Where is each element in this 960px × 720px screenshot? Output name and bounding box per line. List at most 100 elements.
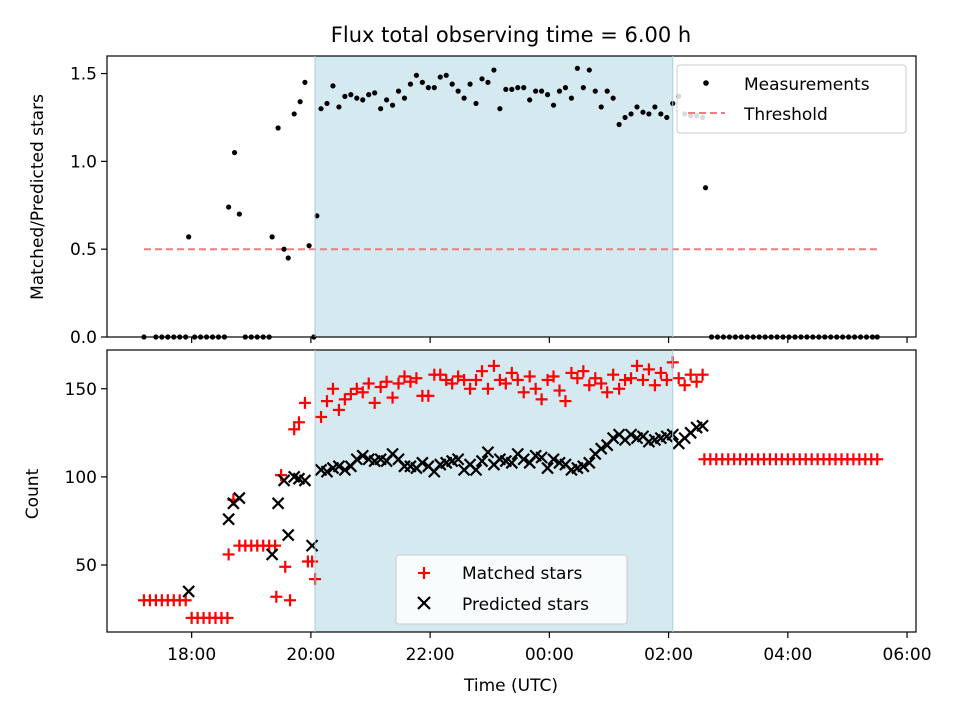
predicted-star-point <box>350 452 364 466</box>
chart-title: Flux total observing time = 6.00 h <box>331 23 691 47</box>
predicted-star-point <box>356 449 370 463</box>
measurement-point <box>664 114 670 121</box>
matched-star-point <box>269 539 282 552</box>
measurement-point <box>610 95 616 101</box>
predicted-star-point <box>469 463 483 477</box>
y-tick-label: 1.0 <box>70 152 97 172</box>
top-plot-frame <box>106 55 917 338</box>
matched-star-point <box>487 359 500 372</box>
predicted-star-point <box>332 460 346 473</box>
measurement-point <box>366 92 372 98</box>
measurement-point <box>622 114 628 121</box>
measurement-point <box>186 234 192 240</box>
measurement-point <box>336 104 342 110</box>
measurement-point <box>425 85 431 91</box>
measurement-point <box>527 97 533 103</box>
measurement-point <box>592 88 598 94</box>
measurement-point <box>302 79 308 85</box>
matched-star-point <box>470 373 483 386</box>
predicted-star-point <box>535 451 548 464</box>
measurement-point <box>497 106 503 112</box>
measurement-point <box>521 85 527 91</box>
observing-window-shade-top <box>315 56 673 337</box>
measurement-point <box>604 88 610 94</box>
matched-star-point <box>380 375 393 388</box>
measurement-point <box>226 204 232 210</box>
measurement-point <box>652 104 658 110</box>
measurement-point <box>342 93 348 99</box>
measurement-point <box>401 95 408 101</box>
bottom-legend: Matched stars Predicted stars <box>395 554 628 625</box>
matched-star-point <box>535 393 548 406</box>
measurement-point <box>568 95 575 101</box>
measurement-point <box>231 149 238 156</box>
measurement-point <box>509 86 515 92</box>
measurement-point <box>533 88 539 94</box>
measurement-point <box>515 85 521 91</box>
y-tick-label: 100 <box>65 468 97 488</box>
matched-star-point <box>601 386 614 399</box>
matched-star-point <box>332 403 345 416</box>
bottom-y-ticks: 50 100 150 <box>65 380 107 576</box>
predicted-star-point <box>277 474 291 487</box>
matched-star-point <box>660 373 673 386</box>
bottom-plot-frame <box>106 349 917 633</box>
matched-star-point <box>672 372 685 385</box>
matched-star-point <box>678 379 691 392</box>
predicted-star-point <box>416 456 429 470</box>
measurement-point <box>281 246 287 252</box>
legend-label-matched: Matched stars <box>462 564 582 584</box>
measurement-point <box>236 211 242 217</box>
measurement-point <box>503 86 509 92</box>
matched-star-point <box>481 382 494 395</box>
matched-star-point <box>221 611 234 624</box>
matched-star-point <box>288 423 301 436</box>
predicted-star-point <box>338 463 352 477</box>
x-tick-label: 22:00 <box>406 645 455 665</box>
matched-star-point <box>344 388 357 401</box>
legend-label-predicted: Predicted stars <box>462 595 589 615</box>
predicted-star-point <box>594 442 608 455</box>
measurement-point <box>467 81 473 87</box>
measurement-point <box>556 88 563 94</box>
measurement-point <box>330 83 336 89</box>
matched-star-point <box>284 594 297 607</box>
matched-star-point <box>475 365 488 378</box>
measurement-point <box>449 81 455 87</box>
matched-star-point <box>362 377 375 390</box>
measurement-point <box>616 121 622 128</box>
measurement-point <box>491 67 497 73</box>
legend-marker-measurements <box>703 80 709 86</box>
top-y-axis-label: Matched/Predicted stars <box>28 94 48 300</box>
measurement-point <box>297 99 303 105</box>
predicted-star-point <box>475 454 489 468</box>
matched-star-point <box>511 373 524 386</box>
measurement-point <box>291 111 297 117</box>
measurement-point <box>389 102 396 108</box>
predicted-star-point <box>265 548 279 561</box>
x-axis-label: Time (UTC) <box>463 676 558 696</box>
predicted-star-point <box>583 456 596 470</box>
matched-star-point <box>398 370 411 383</box>
matched-star-point <box>434 368 447 381</box>
measurement-point <box>574 65 580 71</box>
measurement-point <box>580 85 586 91</box>
matched-star-point <box>589 372 602 385</box>
measurement-point <box>702 185 709 191</box>
measurement-point <box>360 97 366 103</box>
measurement-point <box>324 100 330 107</box>
x-tick-label: 06:00 <box>883 645 932 665</box>
legend-label-threshold: Threshold <box>743 105 828 125</box>
predicted-star-point <box>481 445 495 459</box>
y-tick-label: 0.5 <box>70 240 97 260</box>
top-legend-box <box>676 64 907 134</box>
measurement-point <box>658 111 664 117</box>
x-tick-label: 02:00 <box>644 645 693 665</box>
predicted-star-point <box>305 539 319 552</box>
predicted-star-point <box>541 461 554 475</box>
measurement-point <box>646 111 652 117</box>
matched-star-point <box>315 410 328 423</box>
matched-star-point <box>648 379 661 392</box>
predicted-star-point <box>517 452 530 466</box>
matched-star-point <box>871 453 884 466</box>
